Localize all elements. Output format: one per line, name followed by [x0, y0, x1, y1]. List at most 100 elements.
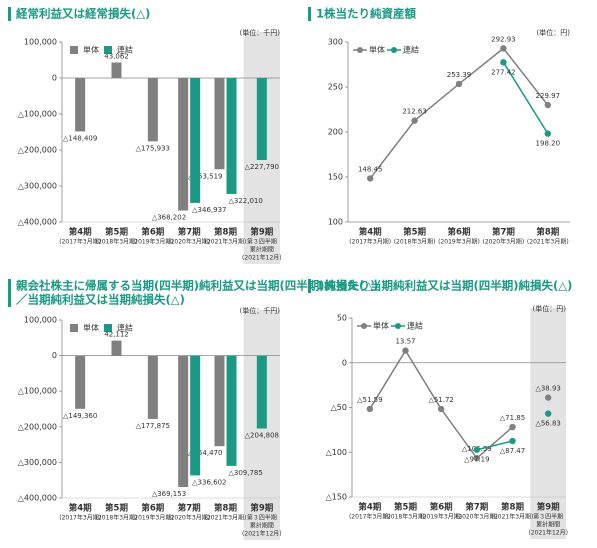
legend-label: 連結 [117, 323, 133, 333]
value-label: △309,785 [229, 469, 263, 477]
chart-title: 1株当たり純資産額 [316, 7, 417, 21]
bar [190, 78, 201, 203]
bar [75, 355, 86, 409]
value-label: 13.57 [395, 338, 415, 346]
x-tick-label: 第5期 [105, 227, 128, 238]
y-tick-label: △300,000 [18, 458, 57, 467]
legend-label: 連結 [407, 321, 423, 331]
y-tick-label: 100,000 [24, 38, 57, 47]
bar [214, 78, 225, 170]
value-label: 292.93 [491, 35, 516, 43]
line [502, 61, 549, 135]
point [500, 45, 507, 52]
y-tick-label: 0 [52, 351, 57, 360]
x-tick-sublabel: (2018年3月期) [96, 238, 138, 246]
x-tick-sublabel: (2018年3月期) [385, 513, 427, 521]
chart-title: 親会社株主に帰属する当期(四半期)純利益又は当期(四半期)純損失(△) [16, 279, 378, 293]
legend-label: 単体 [369, 45, 385, 55]
x-tick-sublabel: (2017年3月期) [349, 513, 391, 521]
point [473, 446, 481, 453]
point [455, 80, 463, 88]
point [544, 101, 551, 109]
point [367, 175, 374, 182]
unit-label: (単位：千円) [240, 306, 281, 315]
point [411, 117, 418, 124]
x-tick-sublabel: (2018年3月期) [394, 238, 436, 246]
legend-swatch [70, 324, 78, 332]
legend-label: 単体 [83, 323, 99, 333]
x-tick-sublabel: 累計期間 [250, 522, 274, 530]
highlight-band [530, 308, 566, 539]
y-tick-label: △50 [331, 403, 347, 412]
bar [226, 355, 237, 466]
x-tick-sublabel: (2018年3月期) [96, 514, 138, 522]
value-label: △149,360 [63, 412, 97, 420]
x-tick-label: 第8期 [536, 227, 559, 238]
value-label: 148.45 [358, 165, 383, 173]
y-tick-label: △400,000 [18, 218, 57, 227]
value-label: △51.72 [428, 396, 453, 404]
y-tick-label: 100,000 [24, 316, 57, 325]
point [509, 423, 516, 431]
title-marker [8, 7, 11, 21]
y-tick-label: 0 [52, 74, 57, 83]
x-tick-label: 第6期 [141, 227, 164, 238]
value-label: △369,153 [152, 490, 186, 498]
value-label: △87.47 [500, 447, 525, 455]
x-tick-sublabel: (2019年3月期) [420, 513, 462, 521]
bar [111, 62, 122, 78]
y-tick-label: △300,000 [18, 182, 57, 191]
x-tick-label: 第7期 [178, 227, 201, 238]
value-label: △204,808 [245, 432, 279, 440]
bar [226, 78, 237, 194]
y-tick-label: 300 [328, 38, 343, 47]
legend-label: 単体 [83, 45, 99, 55]
legend-swatch [70, 46, 78, 54]
value-label: 43,062 [104, 52, 129, 60]
legend-swatch [357, 47, 363, 53]
bar [256, 78, 267, 161]
y-tick-label: △200,000 [18, 146, 57, 155]
x-tick-label: 第7期 [465, 502, 488, 513]
legend-label: 連結 [403, 45, 419, 55]
x-tick-sublabel: (2021年3月期) [205, 514, 247, 522]
y-tick-label: 150 [328, 173, 343, 182]
point [544, 410, 552, 417]
y-tick-label: 250 [328, 83, 343, 92]
x-tick-sublabel: 第３四半期 [533, 513, 563, 521]
value-label: △322,010 [229, 197, 263, 205]
value-label: △336,602 [192, 478, 226, 486]
x-tick-sublabel: 第３四半期 [247, 238, 277, 246]
x-tick-label: 第7期 [492, 227, 515, 238]
value-label: △148,409 [63, 134, 97, 142]
x-tick-label: 第9期 [250, 227, 273, 238]
point [437, 405, 445, 413]
value-label: 253.39 [447, 71, 472, 79]
value-label: 229.97 [536, 92, 561, 100]
value-label: △175,933 [136, 144, 170, 152]
legend-swatch [391, 47, 397, 53]
x-tick-sublabel: (2021年3月期) [492, 513, 534, 521]
legend-label: 連結 [117, 45, 133, 55]
x-tick-label: 第8期 [214, 503, 237, 514]
x-tick-sublabel: (2021年12月) [242, 530, 282, 538]
line [370, 351, 548, 459]
x-tick-sublabel: (2021年12月) [242, 254, 282, 262]
point [509, 437, 516, 445]
x-tick-label: 第8期 [501, 502, 524, 513]
x-tick-label: 第6期 [430, 502, 453, 513]
value-label: △253,519 [188, 172, 222, 180]
x-tick-sublabel: (2019年3月期) [438, 238, 480, 246]
x-tick-sublabel: (2020年3月期) [168, 514, 210, 522]
x-tick-label: 第6期 [141, 503, 164, 514]
x-tick-sublabel: (2017年3月期) [59, 514, 101, 522]
x-tick-sublabel: 第３四半期 [247, 514, 277, 522]
value-label: △346,937 [192, 206, 226, 214]
x-tick-sublabel: (2020年3月期) [483, 238, 525, 246]
y-tick-label: △100,000 [18, 387, 57, 396]
y-tick-label: △150 [326, 493, 347, 502]
bar [256, 355, 267, 429]
value-label: △71.85 [500, 414, 525, 422]
value-label: 277.42 [491, 68, 516, 76]
